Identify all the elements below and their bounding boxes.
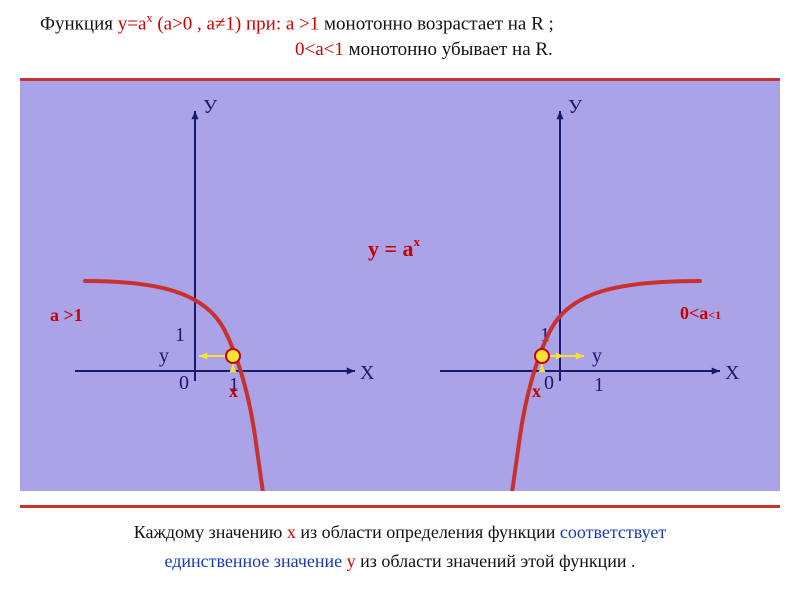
y-axis-label: У	[568, 96, 583, 118]
pt-x-label: x	[532, 381, 541, 401]
bt-1: Каждому значению	[134, 522, 287, 542]
highlight-point	[226, 349, 240, 363]
hdr2-b: монотонно убывает на R.	[349, 39, 553, 60]
left-cond: a >1	[50, 305, 83, 325]
highlight-point	[535, 349, 549, 363]
tick-y-1: 1	[175, 324, 185, 346]
exp-curve	[85, 281, 267, 491]
bt-2: x	[287, 522, 296, 542]
bottom-line-2: единственное значение y из области значе…	[42, 547, 758, 576]
bt-7: из области значений этой функции .	[360, 551, 635, 571]
hdr-seg-c: a >1	[286, 13, 319, 34]
chart-panel: ХУ011xyХУ011xya >10<a<1y = ax	[20, 78, 780, 491]
bt-6: y	[347, 551, 356, 571]
header-line-1: Функция y=ax (a>0 , a≠1) при: a >1 монот…	[40, 10, 760, 37]
pt-y-label: y	[592, 345, 602, 367]
pt-x-label: x	[229, 381, 238, 401]
hdr-seg-b: (a>0 , a≠1) при:	[157, 13, 286, 34]
center-equation: y = ax	[368, 234, 421, 261]
right-cond: 0<a<1	[680, 303, 721, 323]
pt-y-label: y	[159, 345, 169, 367]
bt-5: единственное значение	[164, 551, 346, 571]
x-axis-label: Х	[725, 362, 740, 384]
hdr2-a: 0<a<1	[295, 39, 344, 60]
slide-header: Функция y=ax (a>0 , a≠1) при: a >1 монот…	[40, 10, 760, 63]
header-line-2: 0<a<1 монотонно убывает на R.	[40, 37, 760, 63]
bt-3: из области определения функции	[300, 522, 559, 542]
bottom-panel: Каждому значению x из области определени…	[20, 505, 780, 587]
bt-4: соответствует	[560, 522, 666, 542]
hdr-seg-a: Функция	[40, 13, 118, 34]
x-axis-label: Х	[360, 362, 375, 384]
y-axis-label: У	[203, 96, 218, 118]
origin-label: 0	[544, 372, 554, 394]
bottom-line-1: Каждому значению x из области определени…	[42, 518, 758, 547]
origin-label: 0	[179, 372, 189, 394]
slide-root: Функция y=ax (a>0 , a≠1) при: a >1 монот…	[0, 0, 800, 600]
hdr-fn: y=a	[118, 13, 147, 34]
tick-x-1: 1	[594, 374, 604, 396]
hdr-seg-d: монотонно возрастает на R ;	[324, 13, 554, 34]
charts-svg: ХУ011xyХУ011xya >10<a<1y = ax	[20, 81, 780, 491]
hdr-fn-sup: x	[146, 11, 152, 25]
